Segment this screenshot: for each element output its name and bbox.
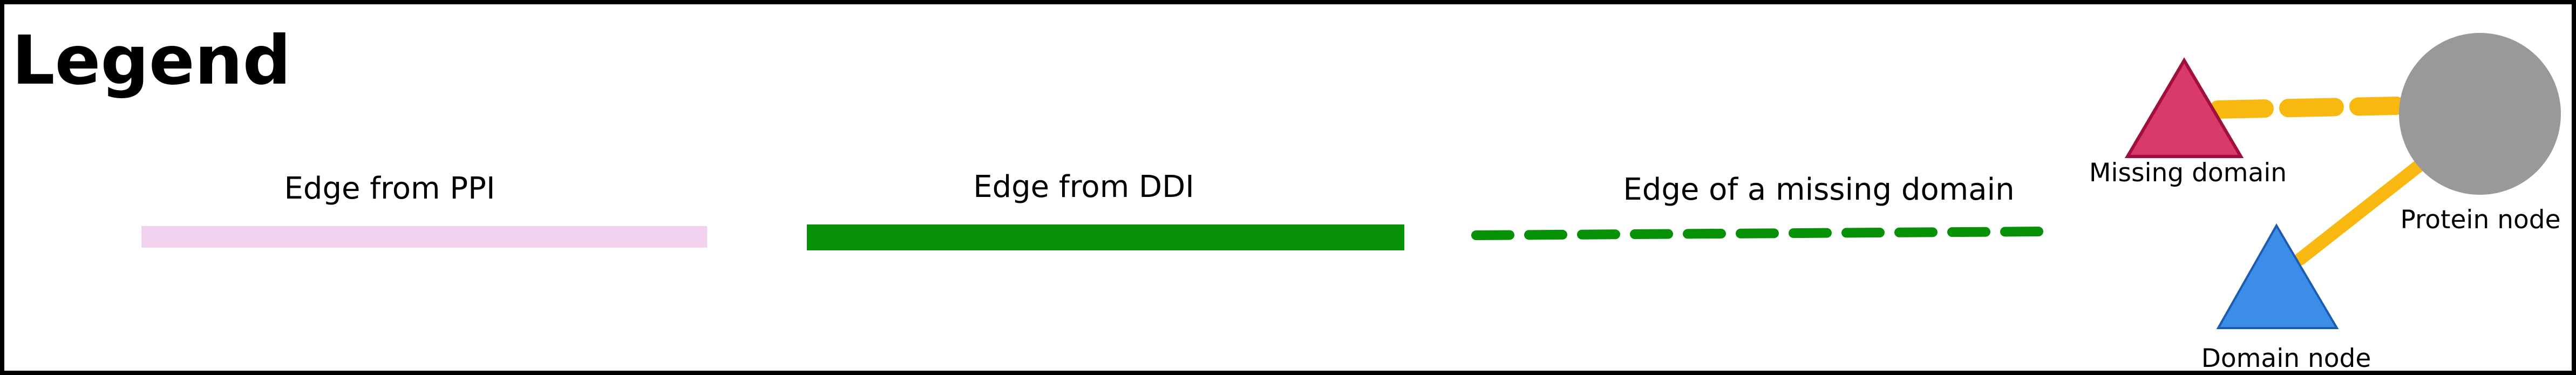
ppi-edge-sample: [141, 226, 707, 248]
protein-node-circle: [2399, 33, 2561, 195]
missing-domain-connector: [2209, 97, 2405, 119]
legend-title: Legend: [12, 22, 291, 100]
ppi-edge-label: Edge from PPI: [284, 171, 495, 206]
domain-node-triangle: [2216, 223, 2339, 329]
protein-node-label: Protein node: [2401, 205, 2561, 235]
ddi-edge-sample: [807, 224, 1404, 250]
missing-edge-label: Edge of a missing domain: [1623, 172, 2014, 207]
missing-edge-sample: [1471, 227, 2048, 240]
domain-node-label: Domain node: [2201, 344, 2371, 373]
ddi-edge-label: Edge from DDI: [973, 169, 1194, 204]
missing-domain-label: Missing domain: [2089, 158, 2287, 188]
domain-node-connector: [2294, 158, 2428, 265]
missing-domain-triangle: [2124, 57, 2244, 158]
